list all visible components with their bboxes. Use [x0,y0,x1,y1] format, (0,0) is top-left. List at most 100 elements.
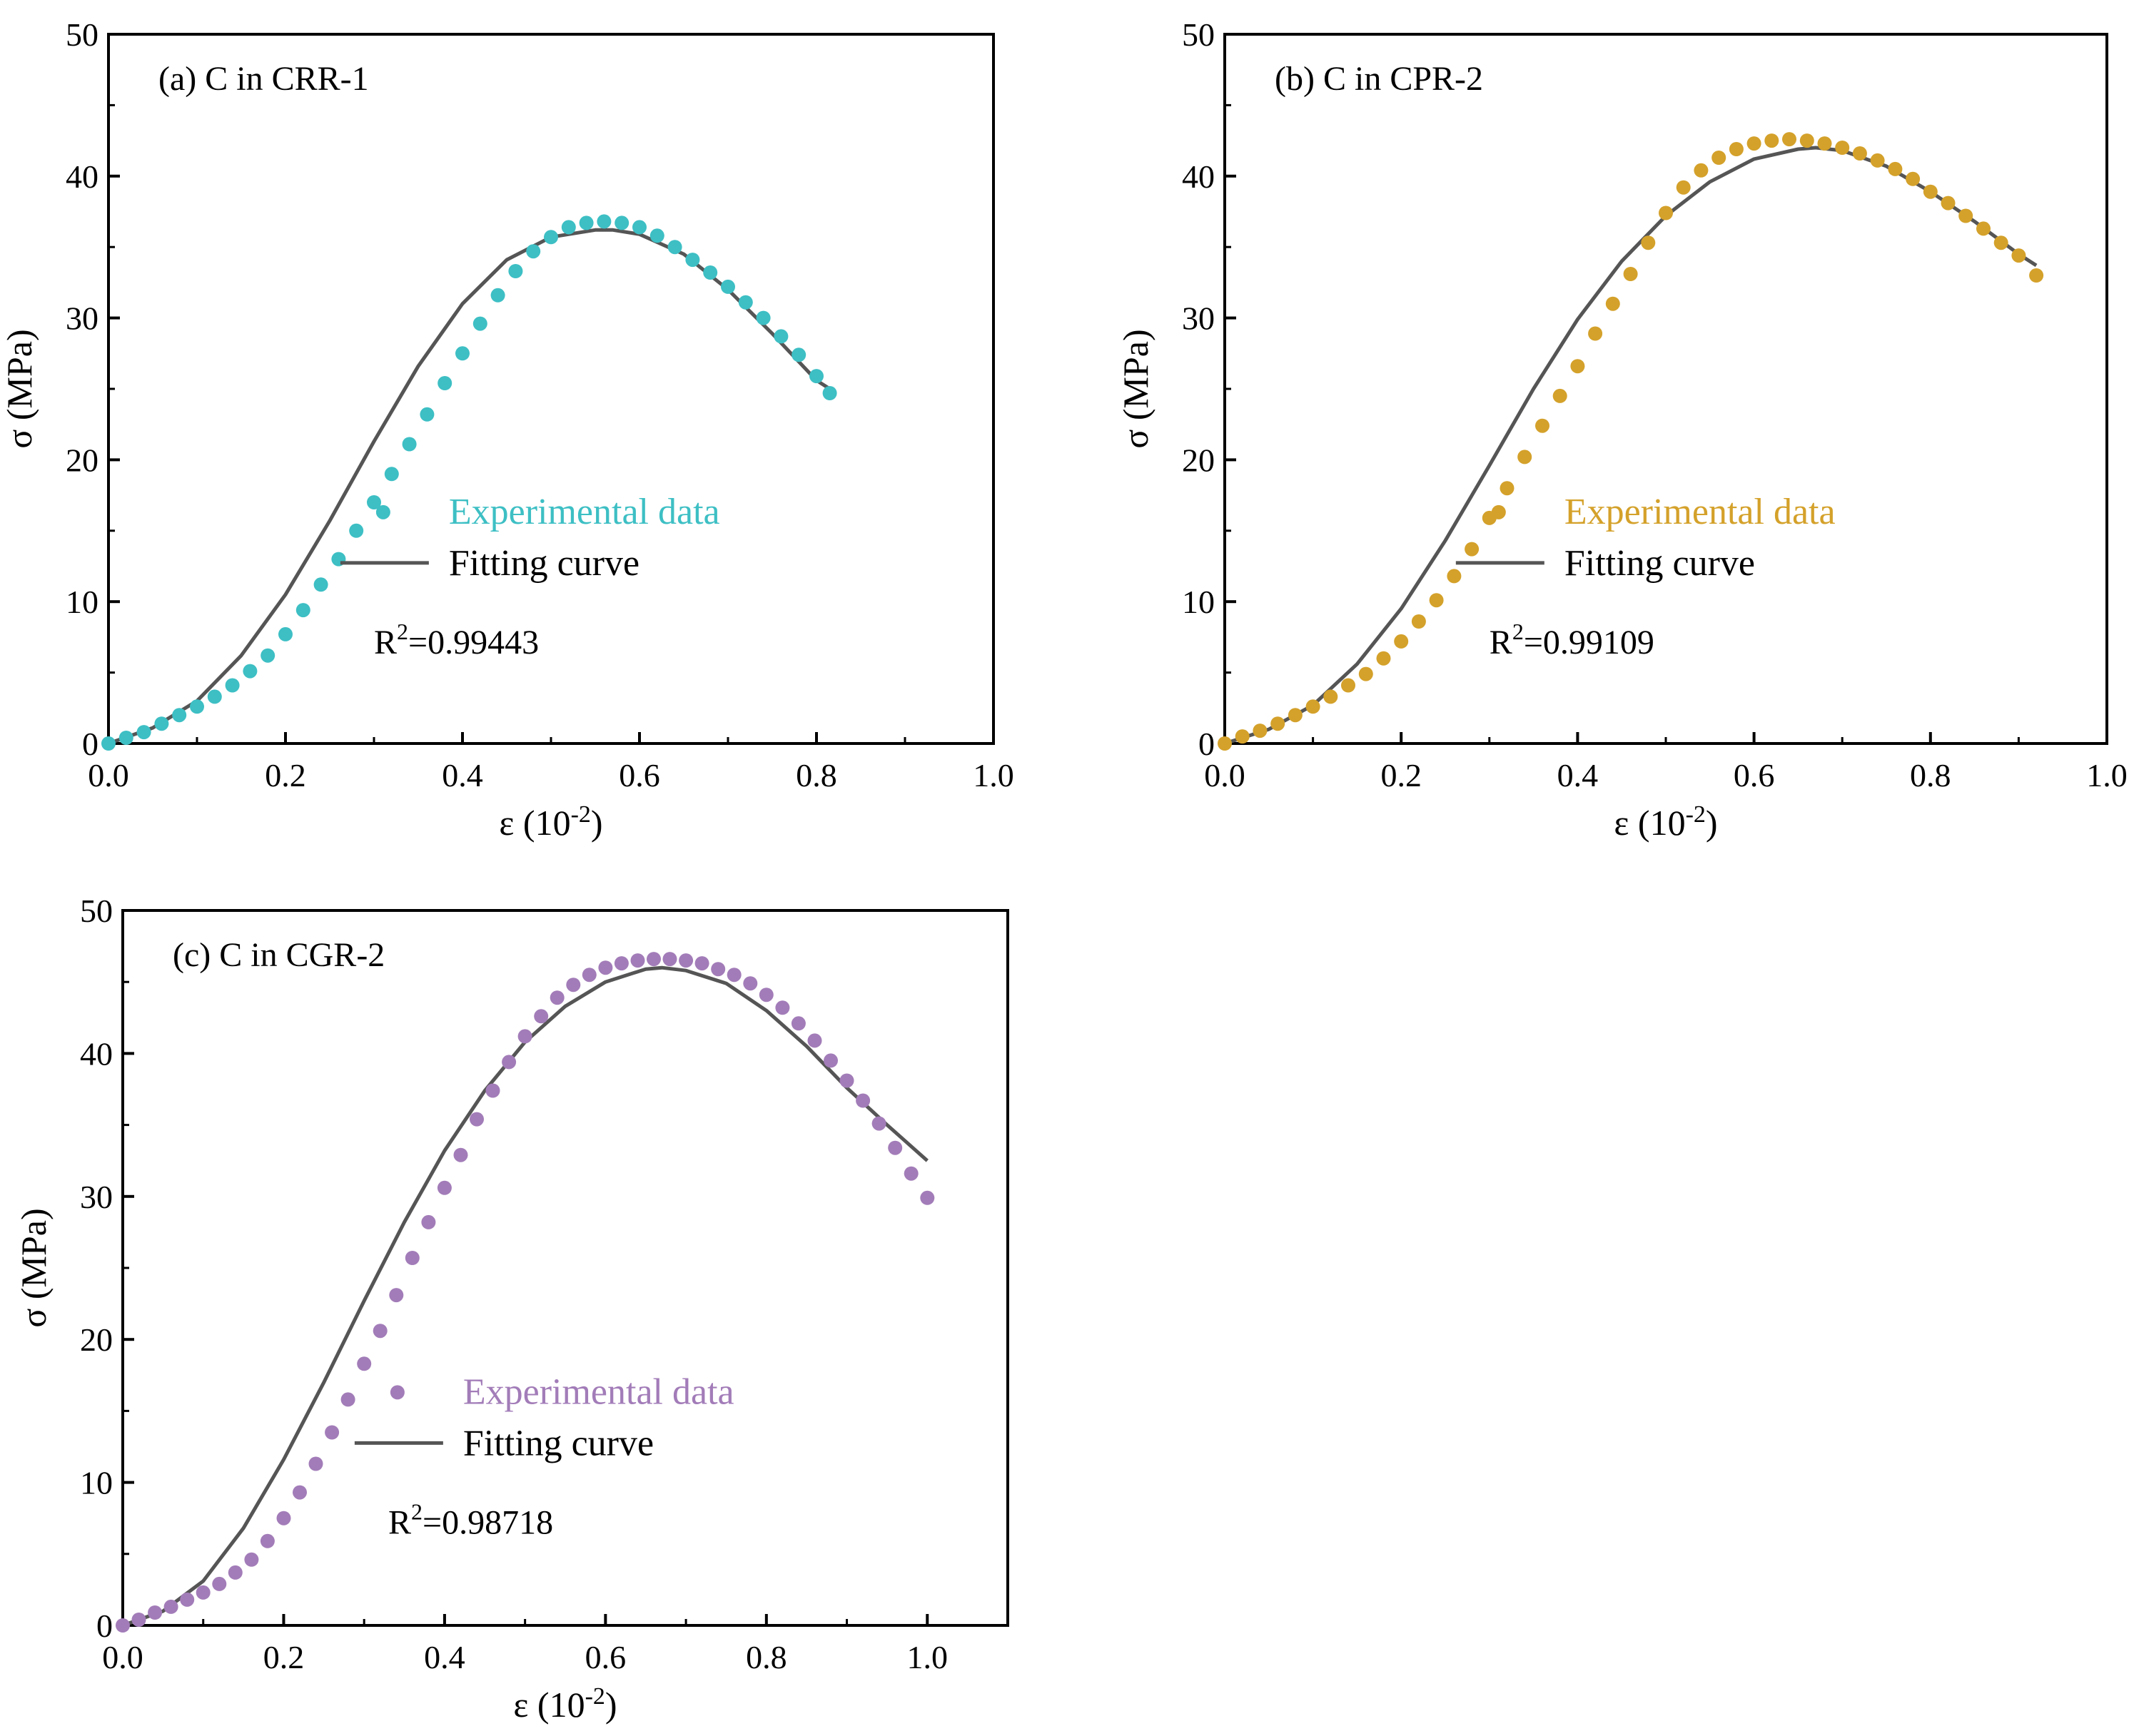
panel-a-data-point [118,731,133,745]
panel-a-data-point [420,407,435,422]
panel-b-x-tick-label: 0.8 [1910,757,1951,793]
panel-c-data-point [163,1599,178,1614]
panel-a-data-point [438,376,452,390]
panel-a-data-point [384,467,399,482]
panel-c-data-point [807,1033,822,1048]
panel-a-x-tick-label: 0.2 [265,757,306,793]
panel-c-data-point [340,1392,355,1407]
panel-b-legend-fit: Fitting curve [1564,543,1755,584]
panel-b-x-tick-label: 0.4 [1557,757,1599,793]
panel-c-data-point [131,1613,146,1627]
panel-c-data-point [453,1147,468,1162]
panel-c-data-point [614,956,629,971]
panel-a-data-point [349,523,364,538]
panel-c-data-point [276,1511,291,1526]
panel-a-y-tick-label: 20 [66,442,98,478]
panel-b-data-point [1958,208,1973,223]
panel-c-data-point [212,1576,227,1591]
panel-c-data-point [871,1116,886,1131]
panel-b-data-point [1782,132,1796,147]
panel-b-y-tick-label: 0 [1198,726,1215,762]
panel-b-legend-marker [1491,504,1506,519]
panel-b-data-point [1517,450,1532,465]
panel-b-y-tick-label: 20 [1182,442,1215,478]
panel-b-data-point [1941,196,1956,210]
panel-b-data-point [1411,614,1426,629]
panel-b-data-point [1729,142,1744,156]
panel-c-data-point [116,1618,130,1633]
panel-b-data-point [1323,689,1338,704]
panel-c-r2-label: R2=0.98718 [388,1498,553,1541]
panel-b-data-point [1535,418,1549,433]
panel-c-x-tick-label: 0.8 [746,1639,787,1675]
panel-c-legend-marker [390,1385,405,1400]
panel-c-data-point [357,1356,372,1371]
panel-c-data-point [517,1029,532,1044]
panel-a-legend-marker [375,504,390,519]
panel-a-data-point [190,699,204,714]
panel-b-data-point [1817,136,1832,151]
panel-a-data-point [101,736,116,751]
panel-a-data-point [136,725,151,740]
panel-a-y-tick-label: 10 [66,584,98,620]
panel-c-y-tick-label: 50 [80,893,113,929]
panel-b-y-tick-label: 10 [1182,584,1215,620]
panel-c-data-point [582,968,597,983]
panel-c-x-tick-label: 0.2 [263,1639,305,1675]
panel-c-data-point [598,960,613,975]
panel-a-data-point [774,329,789,344]
panel-c-data-point [405,1251,420,1265]
panel-a-data-point [667,240,682,255]
panel-b-x-tick-label: 0.6 [1734,757,1775,793]
panel-c-data-point [839,1073,854,1088]
panel-a-legend-experimental: Experimental data [449,492,720,532]
panel-c-y-axis-label: σ (MPa) [14,1208,54,1327]
panel-c-x-tick-label: 0.4 [424,1639,465,1675]
panel-c-data-point [293,1485,307,1500]
panel-c-data-point [148,1605,163,1620]
panel-b-data-point [1500,481,1515,496]
panel-a-y-tick-label: 50 [66,16,98,53]
panel-c-data-point [920,1190,935,1205]
panel-b-data-point [1305,699,1320,714]
panel-b-data-point [1623,267,1638,281]
panel-b-data-point [1235,729,1250,744]
panel-c-data-point [244,1552,259,1567]
panel-c-data-point [791,1016,806,1031]
panel-a-data-point [756,310,771,325]
panel-b-y-axis-label: σ (MPa) [1116,329,1156,448]
panel-c-x-tick-label: 0.6 [585,1639,627,1675]
panel-a-data-point [561,220,576,235]
panel-c-fitting-curve [122,965,929,1628]
panel-b: 0 10 20 30 40 50 0.0 0.2 0.4 0.6 0.8 1.0 ε (10-2) σ (… [1116,16,2128,843]
panel-a-x-tick-label: 0.0 [88,757,129,793]
panel-a-data-point [615,215,629,230]
panel-b-data-point [1270,716,1285,731]
panel-a-data-point [402,437,417,452]
panel-b-data-point [1711,151,1726,165]
panel-b-data-point [1394,634,1409,649]
panel-b-data-point [1694,163,1709,178]
panel-a-data-point [579,215,594,230]
panel-c-data-point [228,1565,243,1580]
panel-c-data-point [647,952,661,967]
panel-b-title: (b) C in CPR-2 [1275,60,1483,98]
panel-a-data-point [738,295,753,310]
panel-c-data-point [711,962,726,977]
panel-c: 0 10 20 30 40 50 0.0 0.2 0.4 0.6 0.8 1.0 ε (10-2) σ (… [14,893,1009,1725]
panel-b-data-point [1447,569,1462,584]
panel-c-data-point [775,1000,790,1015]
panel-b-y-tick-label: 30 [1182,300,1215,337]
panel-b-data-point [1288,708,1303,723]
panel-a-x-tick-label: 1.0 [973,757,1014,793]
panel-c-data-point [888,1140,903,1155]
panel-c-data-point [308,1456,323,1471]
panel-a-plot-frame [107,33,995,745]
panel-c-x-axis-label: ε (10-2) [513,1683,617,1725]
panel-a-data-point [490,288,505,303]
panel-c-x-tick-label: 0.0 [102,1639,143,1675]
panel-a-data-point [225,678,240,693]
panel-b-data-point [1218,736,1232,751]
panel-b-x-axis-label: ε (10-2) [1614,801,1717,843]
